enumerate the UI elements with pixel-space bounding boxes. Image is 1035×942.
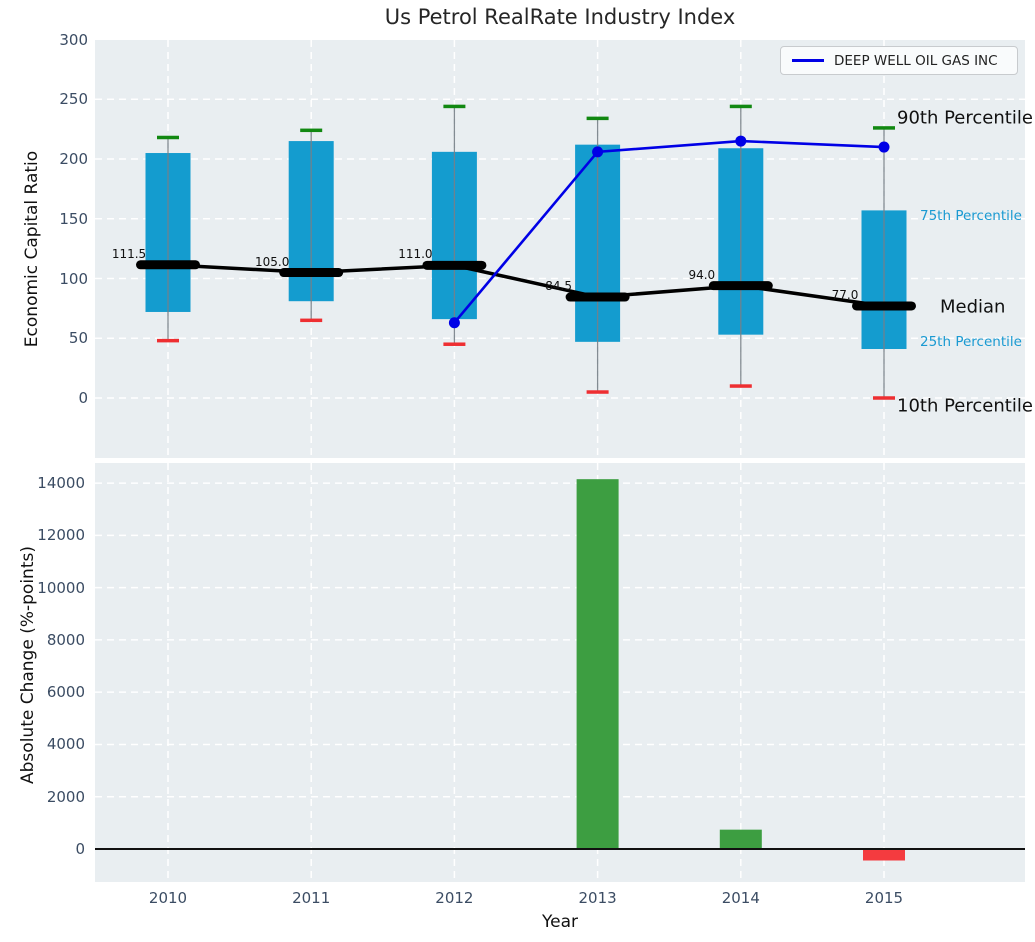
bottom-y-tick-label: 2000 [46,787,85,806]
company-point [878,141,890,153]
bottom-y-tick-label: 14000 [37,474,85,493]
company-point [448,317,460,329]
top-y-tick-label: 300 [59,30,88,49]
p90-cap [300,128,323,133]
p10-cap [443,342,466,346]
median-marker [279,268,344,278]
chart-title: Us Petrol RealRate Industry Index [384,5,736,29]
p90-cap [157,135,179,140]
median-value-label: 111.0 [398,247,433,262]
median-marker [422,260,487,270]
bottom-y-tick-label: 8000 [46,630,85,649]
median-marker [708,281,773,291]
p10-cap [873,396,895,400]
median-marker [852,301,916,311]
p10-cap [586,390,609,394]
p90-cap [873,126,895,130]
change-bar-positive [719,829,762,849]
x-tick-label: 2011 [292,889,331,907]
p90-cap [586,116,609,121]
x-axis-label: Year [542,912,578,932]
annotation-25th-percentile: 25th Percentile [920,334,1022,350]
annotation-75th-percentile: 75th Percentile [920,208,1022,224]
top-y-tick-label: 250 [59,90,88,109]
annotation-median: Median [940,296,1006,318]
median-value-label: 77.0 [831,287,859,302]
company-line [453,139,885,324]
p10-cap [729,384,752,388]
p10-cap [157,338,179,343]
bottom-y-tick-label: 10000 [37,578,85,597]
bottom-y-tick-label: 4000 [46,735,85,754]
p90-cap [729,104,752,109]
legend-line-sample [792,59,824,62]
change-bar-positive [576,479,619,849]
annotation-90th-percentile: 90th Percentile [897,107,1033,129]
bottom-y-tick-label: 0 [75,840,85,858]
top-y-tick-label: 50 [68,329,88,348]
top-y-tick-label: 200 [59,150,88,168]
top-y-axis-label: Economic Capital Ratio [22,150,42,348]
median-value-label: 105.0 [255,254,290,269]
median-value-label: 111.5 [111,246,147,261]
median-value-label: 94.0 [688,267,716,282]
change-bar-negative [863,849,905,861]
company-point [592,146,604,158]
p10-cap [300,318,323,323]
x-tick-label: 2014 [721,889,760,907]
x-tick-label: 2015 [864,889,904,907]
annotation-10th-percentile: 10th Percentile [897,395,1033,417]
x-tick-label: 2010 [148,889,188,907]
company-point [735,135,747,147]
legend: DEEP WELL OIL GAS INC [780,46,1018,75]
bottom-y-tick-label: 12000 [37,526,85,545]
top-y-tick-label: 150 [59,209,88,228]
median-marker [565,292,630,302]
legend-label: DEEP WELL OIL GAS INC [834,52,998,69]
top-y-tick-label: 100 [59,269,88,288]
x-tick-label: 2012 [435,889,474,907]
bottom-plot-background [95,463,1025,882]
bottom-y-tick-label: 6000 [46,683,85,702]
median-value-label: 84.5 [545,279,572,294]
p90-cap [443,104,466,109]
top-y-tick-label: 0 [78,389,88,407]
median-marker [136,260,200,270]
x-tick-label: 2013 [578,889,617,907]
